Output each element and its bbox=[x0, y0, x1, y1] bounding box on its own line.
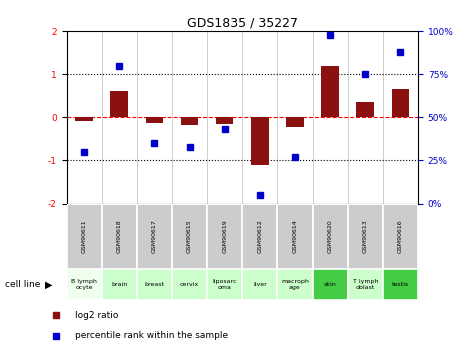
Bar bbox=[75, 117, 93, 121]
Bar bbox=[102, 269, 137, 300]
Bar bbox=[313, 204, 348, 269]
Text: liver: liver bbox=[253, 282, 266, 287]
Text: testis: testis bbox=[392, 282, 409, 287]
Bar bbox=[251, 117, 269, 165]
Bar bbox=[137, 204, 172, 269]
Bar bbox=[313, 269, 348, 300]
Text: GSM90618: GSM90618 bbox=[117, 219, 122, 253]
Bar bbox=[110, 91, 128, 117]
Text: GSM90620: GSM90620 bbox=[328, 219, 332, 253]
Bar bbox=[180, 117, 199, 125]
Text: cervix: cervix bbox=[180, 282, 199, 287]
Bar bbox=[66, 269, 102, 300]
Bar bbox=[207, 269, 242, 300]
Bar bbox=[383, 269, 418, 300]
Text: GSM90619: GSM90619 bbox=[222, 219, 227, 253]
Bar bbox=[348, 269, 383, 300]
Text: GSM90612: GSM90612 bbox=[257, 219, 262, 253]
Text: log2 ratio: log2 ratio bbox=[75, 311, 118, 320]
Bar bbox=[137, 269, 172, 300]
Bar bbox=[286, 117, 304, 127]
Text: GSM90614: GSM90614 bbox=[293, 219, 297, 253]
Title: GDS1835 / 35227: GDS1835 / 35227 bbox=[187, 17, 298, 30]
Bar bbox=[102, 204, 137, 269]
Text: cell line: cell line bbox=[5, 280, 40, 289]
Text: macroph
age: macroph age bbox=[281, 279, 309, 290]
Bar bbox=[277, 204, 313, 269]
Bar bbox=[216, 117, 233, 124]
Text: skin: skin bbox=[324, 282, 336, 287]
Bar bbox=[321, 66, 339, 117]
Bar bbox=[242, 204, 277, 269]
Bar bbox=[145, 117, 163, 123]
Text: GSM90613: GSM90613 bbox=[363, 219, 368, 253]
Bar bbox=[242, 269, 277, 300]
Text: percentile rank within the sample: percentile rank within the sample bbox=[75, 332, 228, 341]
Bar bbox=[207, 204, 242, 269]
Text: GSM90617: GSM90617 bbox=[152, 219, 157, 253]
Text: brain: brain bbox=[111, 282, 127, 287]
Bar bbox=[66, 204, 102, 269]
Bar bbox=[172, 269, 207, 300]
Text: GSM90616: GSM90616 bbox=[398, 219, 403, 253]
Bar bbox=[391, 89, 409, 117]
Text: ▶: ▶ bbox=[45, 280, 53, 289]
Text: GSM90615: GSM90615 bbox=[187, 219, 192, 253]
Text: T lymph
oblast: T lymph oblast bbox=[352, 279, 378, 290]
Text: breast: breast bbox=[144, 282, 164, 287]
Bar bbox=[348, 204, 383, 269]
Text: GSM90611: GSM90611 bbox=[82, 219, 86, 253]
Text: liposarc
oma: liposarc oma bbox=[212, 279, 237, 290]
Bar bbox=[383, 204, 418, 269]
Text: B lymph
ocyte: B lymph ocyte bbox=[71, 279, 97, 290]
Bar bbox=[277, 269, 313, 300]
Bar bbox=[356, 102, 374, 117]
Bar bbox=[172, 204, 207, 269]
